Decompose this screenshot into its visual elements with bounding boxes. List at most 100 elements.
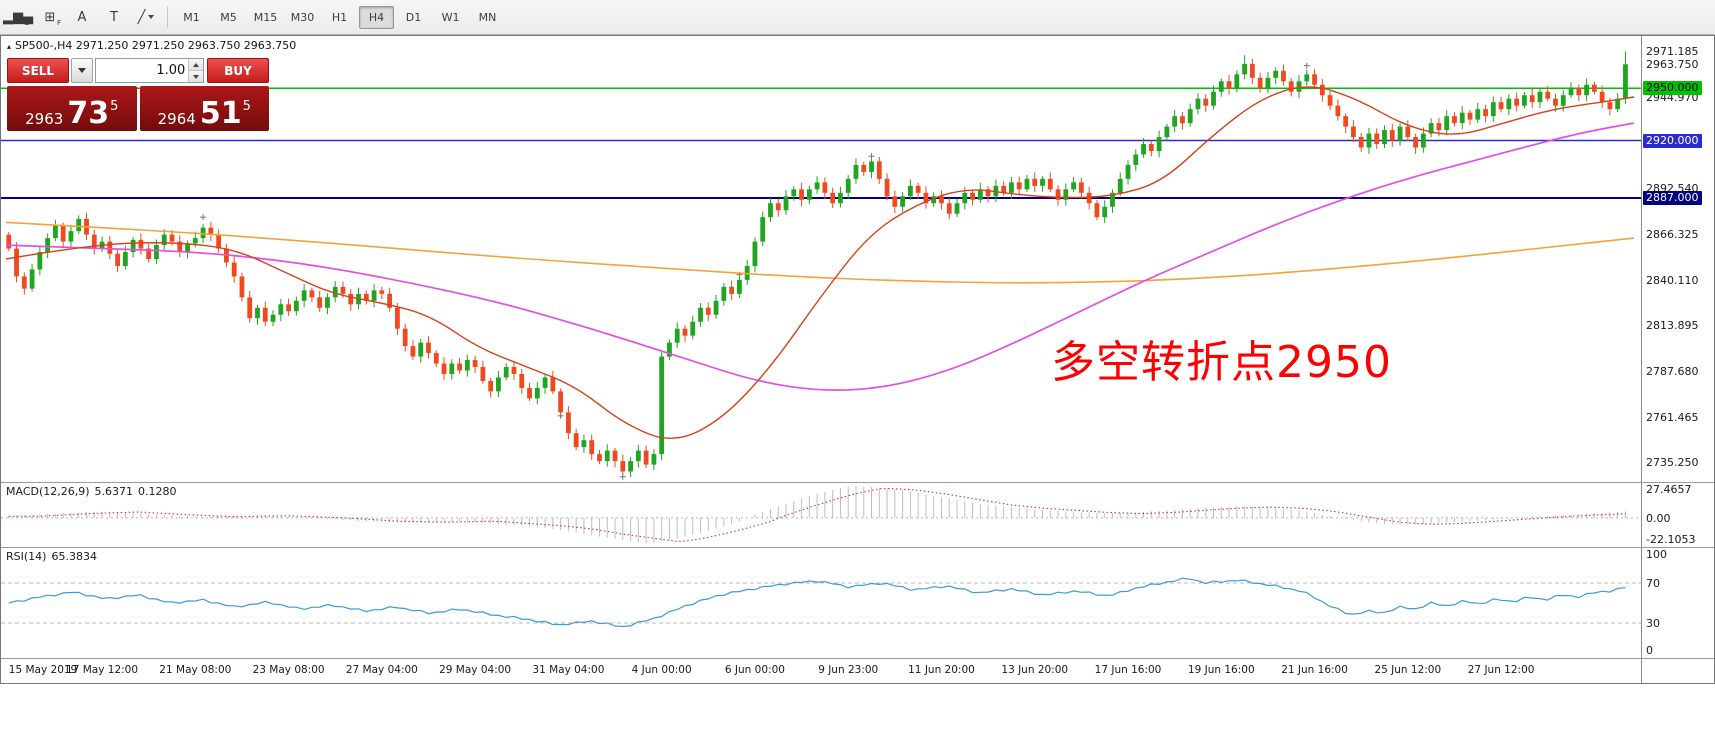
time-axis-label: 17 Jun 16:00 bbox=[1094, 664, 1162, 676]
main-chart-plot[interactable]: ▴ SP500-,H4 2971.250 2971.250 2963.750 29… bbox=[1, 36, 1641, 482]
ask-price-pip: 5 bbox=[242, 99, 251, 114]
price-scale-label: 2735.250 bbox=[1646, 456, 1699, 470]
collapse-triangle-icon[interactable]: ▴ bbox=[7, 42, 12, 51]
time-axis-label: 19 Jun 16:00 bbox=[1187, 664, 1255, 676]
time-axis-label: 4 Jun 00:00 bbox=[631, 664, 692, 676]
time-axis-label: 21 May 08:00 bbox=[159, 664, 232, 676]
time-axis-label: 6 Jun 00:00 bbox=[724, 664, 785, 676]
moving-averages-layer bbox=[5, 86, 1635, 439]
price-scale-label: 2971.185 bbox=[1646, 45, 1699, 59]
bid-price-pip: 5 bbox=[110, 99, 119, 114]
time-axis-label: 29 May 04:00 bbox=[439, 664, 512, 676]
time-axis[interactable]: 15 May 2019 17 May 12:00 21 May 08:00 23 Ma… bbox=[1, 659, 1641, 683]
main-price-scale[interactable]: 2971.1852944.9702918.7552892.5402866.325… bbox=[1641, 36, 1714, 482]
macd-signal-value: 0.1280 bbox=[138, 485, 177, 498]
text-box-tool-icon: T bbox=[110, 9, 118, 25]
price-scale-label: 0 bbox=[1646, 644, 1653, 657]
panel-separator[interactable] bbox=[1, 482, 1714, 483]
macd-scale[interactable]: 27.4657 0.00 -22.1053 bbox=[1641, 483, 1714, 547]
buy-button[interactable]: BUY bbox=[207, 58, 269, 83]
ma-slow-orange bbox=[5, 221, 1635, 284]
panel-separator[interactable] bbox=[1, 547, 1714, 548]
rsi-canvas bbox=[1, 577, 1641, 628]
timeframe-mn-button[interactable]: MN bbox=[478, 10, 497, 24]
bid-price-prefix: 2963 bbox=[25, 109, 64, 128]
price-scale-label: 27.4657 bbox=[1646, 483, 1692, 496]
chevron-down-icon bbox=[148, 15, 155, 19]
macd-value: 5.6371 bbox=[94, 485, 134, 498]
candlestick-chart-tool-button[interactable]: ▂▆▄ E bbox=[3, 3, 33, 31]
macd-label: MACD(12,26,9) bbox=[6, 485, 90, 498]
timeframe-m15-button[interactable]: M15 bbox=[253, 10, 278, 24]
indicator-grid-tool-button[interactable]: ⊞ F bbox=[35, 3, 65, 31]
volume-field bbox=[95, 58, 204, 83]
trendline-tool-icon: ╱ bbox=[137, 9, 146, 25]
price-level-label: 2950.000 bbox=[1643, 81, 1702, 96]
rsi-header: RSI(14) 65.3834 bbox=[6, 550, 102, 563]
timeframe-h4-button[interactable]: H4 bbox=[359, 5, 394, 29]
macd-signal-line bbox=[8, 487, 1626, 542]
price-scale-label: 2840.110 bbox=[1646, 273, 1699, 287]
drawing-tools-group: ▂▆▄ E ⊞ F A T ╱ bbox=[2, 3, 162, 31]
time-axis-label: 25 Jun 12:00 bbox=[1374, 664, 1442, 676]
timeframe-m30-button[interactable]: M30 bbox=[290, 10, 315, 24]
macd-panel-plot[interactable]: MACD(12,26,9) 5.6371 0.1280 bbox=[1, 483, 1641, 547]
time-axis-label: 31 May 04:00 bbox=[532, 664, 605, 676]
candlestick-chart-tool-icon: ▂▆▄ bbox=[3, 9, 33, 25]
timeframe-m5-button[interactable]: M5 bbox=[220, 10, 237, 24]
timeframe-m1-button[interactable]: M1 bbox=[183, 10, 200, 24]
volume-input[interactable] bbox=[96, 59, 189, 82]
timeframe-w1-button[interactable]: W1 bbox=[441, 10, 460, 24]
timeframe-d1-button[interactable]: D1 bbox=[405, 10, 422, 24]
toolbar-separator bbox=[167, 6, 168, 28]
ask-price-prefix: 2964 bbox=[157, 109, 196, 128]
bid-price-box[interactable]: 2963 73 5 bbox=[7, 86, 137, 131]
text-label-tool-button[interactable]: A bbox=[67, 3, 97, 31]
text-label-tool-icon: A bbox=[77, 9, 87, 25]
time-axis-label: 9 Jun 23:00 bbox=[818, 664, 879, 676]
rsi-scale[interactable]: 100 70 30 0 bbox=[1641, 548, 1714, 658]
price-scale-label: 2787.680 bbox=[1646, 365, 1699, 379]
price-scale-label: 2813.895 bbox=[1646, 319, 1699, 333]
text-box-tool-button[interactable]: T bbox=[99, 3, 129, 31]
candlestick-chart-tool-sub-label: E bbox=[24, 19, 29, 27]
price-level-label: 2887.000 bbox=[1643, 191, 1702, 206]
chart-window: ▴ SP500-,H4 2971.250 2971.250 2963.750 29… bbox=[0, 35, 1715, 684]
price-scale-label: 0.00 bbox=[1646, 511, 1671, 525]
time-axis-label: 11 Jun 20:00 bbox=[908, 664, 975, 676]
macd-header: MACD(12,26,9) 5.6371 0.1280 bbox=[6, 485, 182, 498]
price-scale-label: 100 bbox=[1646, 548, 1667, 561]
main-chart-canvas[interactable] bbox=[1, 36, 1641, 482]
panel-separator bbox=[1, 658, 1714, 659]
time-axis-label: 21 Jun 16:00 bbox=[1281, 664, 1348, 676]
timeframe-h1-button[interactable]: H1 bbox=[331, 10, 348, 24]
price-scale-label: 2761.465 bbox=[1646, 410, 1699, 424]
timeframes-group: M1 M5 M15 M30 H1 H4 D1 W1 MN bbox=[173, 5, 506, 29]
time-axis-label: 13 Jun 20:00 bbox=[1001, 664, 1069, 676]
candles-layer bbox=[6, 51, 1628, 478]
time-axis-label: 15 May 2019 bbox=[8, 664, 78, 676]
price-level-label: 2920.000 bbox=[1643, 133, 1702, 148]
time-axis-label: 27 Jun 12:00 bbox=[1467, 664, 1535, 676]
ma-mid-magenta bbox=[5, 122, 1635, 391]
rsi-label: RSI(14) bbox=[6, 550, 47, 563]
volume-increase-button[interactable] bbox=[189, 59, 203, 70]
bid-price-big-digits: 73 bbox=[67, 96, 110, 132]
indicator-grid-tool-sub-label: F bbox=[56, 19, 61, 27]
volume-decrease-button[interactable] bbox=[189, 70, 203, 82]
price-scale-label: -22.1053 bbox=[1646, 533, 1696, 546]
trendline-tool-button[interactable]: ╱ bbox=[131, 3, 161, 31]
volume-spinner bbox=[188, 59, 203, 82]
time-axis-corner bbox=[1641, 659, 1714, 683]
top-toolbar: ▂▆▄ E ⊞ F A T ╱ M1 M5 M15 M30 H1 H4 D1 W1 MN bbox=[0, 0, 1715, 35]
ask-price-box[interactable]: 2964 51 5 bbox=[139, 86, 269, 131]
rsi-panel-plot[interactable]: RSI(14) 65.3834 bbox=[1, 548, 1641, 658]
indicator-grid-tool-icon: ⊞ bbox=[44, 9, 56, 25]
macd-canvas bbox=[1, 486, 1641, 544]
trade-panel-dropdown-button[interactable] bbox=[71, 58, 93, 83]
time-axis-label: 23 May 08:00 bbox=[252, 664, 325, 676]
time-axis-label: 17 May 12:00 bbox=[66, 664, 139, 676]
sell-button[interactable]: SELL bbox=[7, 58, 69, 83]
macd-histogram bbox=[8, 486, 1626, 544]
